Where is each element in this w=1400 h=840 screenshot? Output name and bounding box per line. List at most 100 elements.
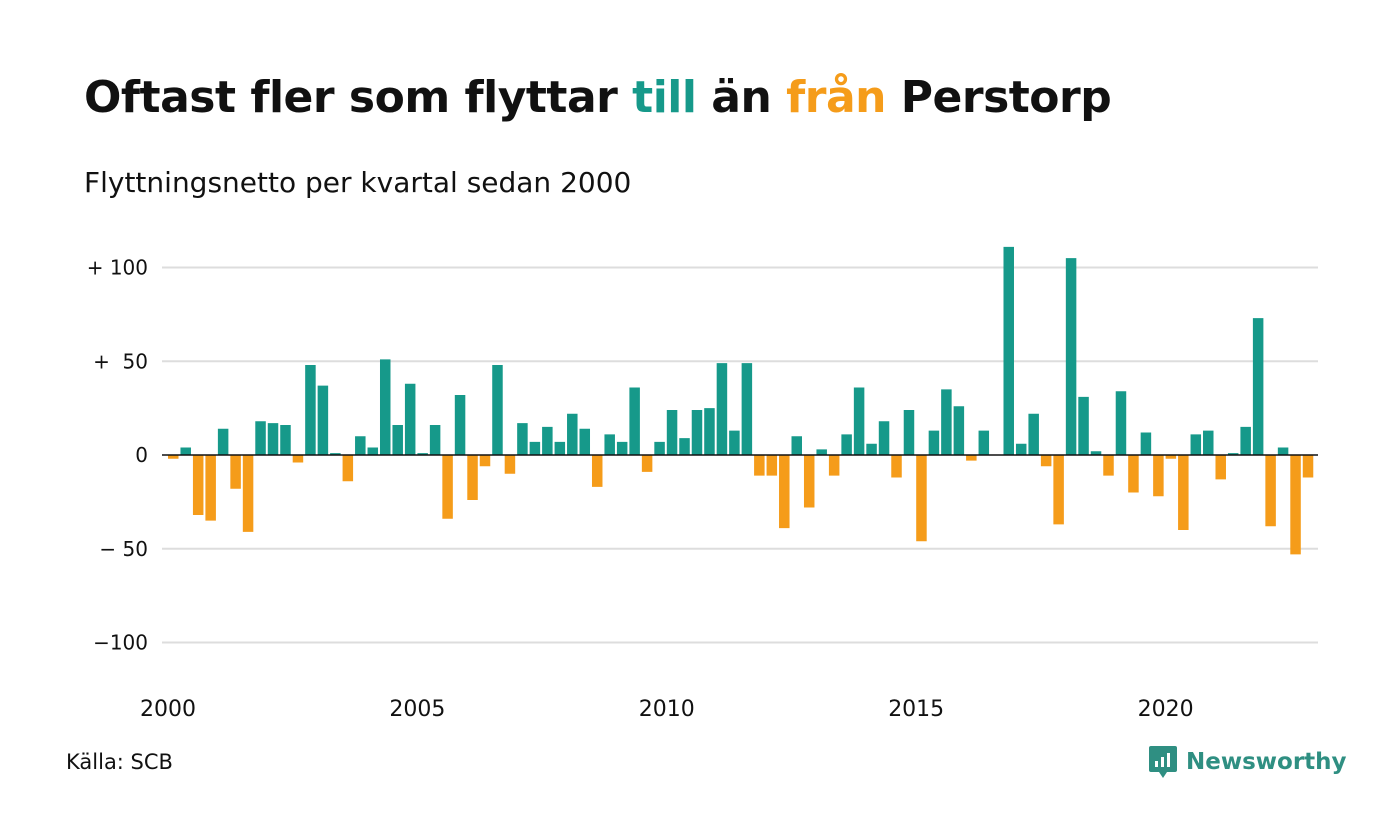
bar <box>355 436 366 455</box>
y-tick-label: −100 <box>93 631 148 655</box>
bar <box>205 455 216 521</box>
bar <box>217 428 229 455</box>
bar <box>1078 396 1089 455</box>
chart-subtitle: Flyttningsnetto per kvartal sedan 2000 <box>84 166 632 199</box>
bar <box>754 455 765 476</box>
bar <box>168 455 179 459</box>
bar <box>1128 455 1139 493</box>
bar <box>953 406 965 455</box>
y-tick-label: − 50 <box>99 537 148 561</box>
bar <box>729 430 740 455</box>
bar <box>1115 391 1127 455</box>
bar <box>891 455 902 478</box>
bar <box>529 441 541 455</box>
bar <box>878 421 890 455</box>
x-tick-label: 2005 <box>389 697 445 722</box>
newsworthy-logo-icon <box>1149 746 1177 778</box>
bar <box>641 455 653 472</box>
y-tick-label: + 50 <box>93 349 148 373</box>
bar <box>330 453 341 455</box>
bar <box>654 441 665 455</box>
bar <box>1290 455 1301 555</box>
x-tick-label: 2020 <box>1138 697 1194 722</box>
bar <box>691 410 703 455</box>
bar <box>1178 455 1189 530</box>
bar <box>853 387 865 455</box>
bar <box>292 455 304 463</box>
bar <box>180 447 191 455</box>
x-tick-label: 2015 <box>888 697 944 722</box>
chart-title: Oftast fler som flyttar till än från Per… <box>84 72 1112 123</box>
bar <box>741 363 753 455</box>
bar <box>417 453 428 455</box>
bar <box>1028 413 1039 455</box>
bar <box>816 449 827 455</box>
bar <box>255 421 266 455</box>
bar <box>404 383 416 455</box>
bar <box>579 428 591 455</box>
bar <box>554 441 566 455</box>
bar <box>1265 455 1276 527</box>
bar <box>1140 432 1152 455</box>
bar <box>1252 318 1264 455</box>
bar <box>342 455 354 482</box>
bar <box>1015 443 1027 455</box>
bar <box>704 408 715 455</box>
bar <box>779 455 790 529</box>
bar <box>1153 455 1164 497</box>
title-part-3: Perstorp <box>885 72 1112 123</box>
source-note: Källa: SCB <box>66 750 173 774</box>
brand: Newsworthy <box>1148 744 1347 780</box>
bar <box>928 430 940 455</box>
bar <box>978 430 990 455</box>
bar <box>666 410 678 455</box>
bar <box>429 425 441 455</box>
bar <box>542 426 553 455</box>
bar <box>567 413 578 455</box>
bar <box>679 438 690 455</box>
title-fran: från <box>786 72 886 123</box>
bar <box>941 389 952 455</box>
brand-name: Newsworthy <box>1186 749 1347 775</box>
bar <box>1103 455 1114 476</box>
bar <box>442 455 453 519</box>
bar <box>1203 430 1214 455</box>
bar <box>716 363 728 455</box>
bar <box>479 455 491 467</box>
bar <box>616 441 628 455</box>
bar <box>492 365 503 455</box>
x-tick-label: 2010 <box>639 697 695 722</box>
bar <box>916 455 927 542</box>
title-part-2: än <box>696 72 787 123</box>
bar <box>803 455 815 508</box>
bar <box>1227 453 1239 455</box>
bar <box>1277 447 1289 455</box>
bar <box>903 410 915 455</box>
bar <box>866 443 877 455</box>
bar <box>1003 246 1014 455</box>
bar <box>392 425 403 455</box>
bar <box>604 434 615 455</box>
bar <box>192 455 204 515</box>
x-tick-label: 2000 <box>140 697 196 722</box>
bar <box>1090 451 1102 455</box>
bar <box>1053 455 1064 525</box>
bar <box>230 455 241 489</box>
y-tick-label: 0 <box>135 443 148 467</box>
bar <box>504 455 516 474</box>
bar <box>828 455 840 476</box>
bar <box>791 436 802 455</box>
bar <box>517 423 528 455</box>
bar <box>1065 258 1077 455</box>
bar <box>1302 455 1314 478</box>
bar <box>280 425 291 455</box>
title-till: till <box>632 72 697 123</box>
bar <box>591 455 603 487</box>
bar <box>629 387 640 455</box>
bar <box>1190 434 1202 455</box>
y-tick-label: + 100 <box>87 256 148 280</box>
bar <box>467 455 478 500</box>
bar <box>766 455 778 476</box>
bar <box>966 455 977 461</box>
title-part-1: Oftast fler som flyttar <box>84 72 633 123</box>
